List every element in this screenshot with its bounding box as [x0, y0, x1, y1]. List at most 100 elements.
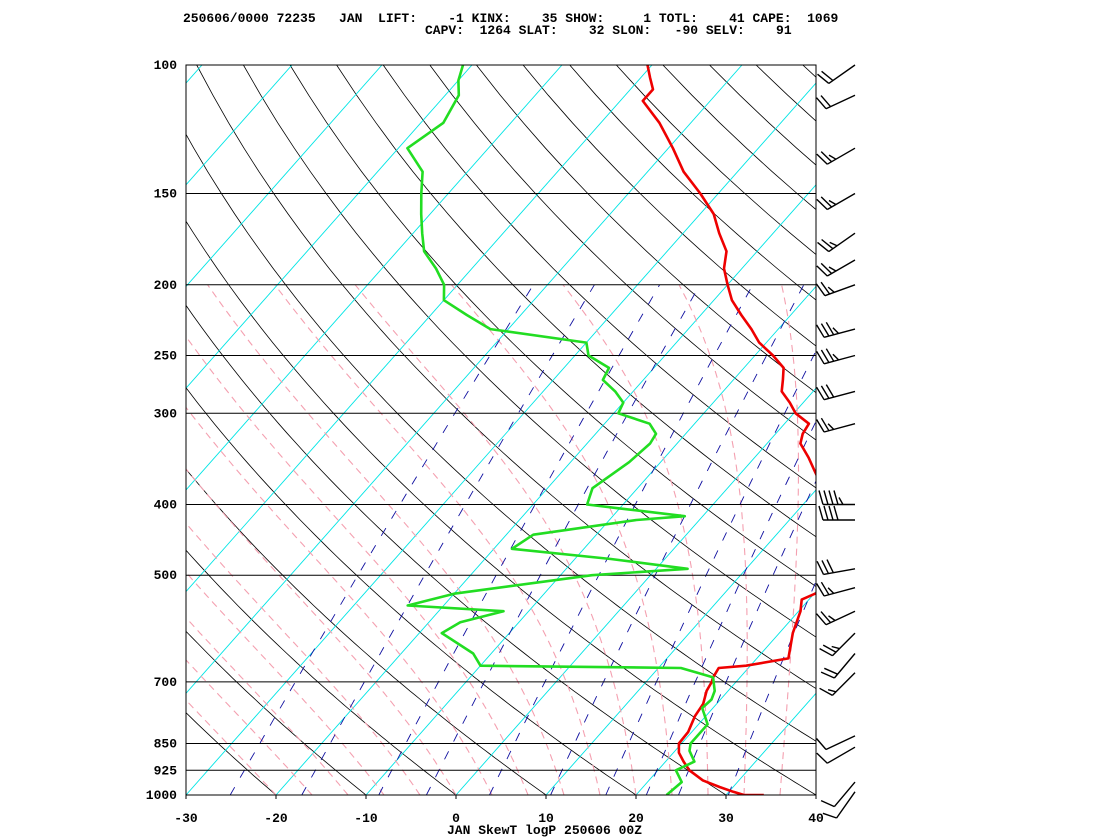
header-stats-line-1: 250606/0000 72235 JAN LIFT: -1 KINX: 35 …: [183, 11, 839, 26]
plot-frame: [185, 64, 817, 796]
temperature-tick-labels: -30 -20 -10 0 10 20 30 40: [174, 795, 824, 826]
dry-adiabat-line: [943, 65, 1120, 795]
isotherm-line: [186, 65, 743, 694]
wind-barb: [815, 94, 856, 110]
isotherm-line: [186, 65, 383, 288]
wind-barb: [816, 746, 856, 764]
isotherm-line: [275, 184, 816, 795]
wind-barb: [819, 632, 856, 657]
wind-barb: [815, 581, 856, 597]
wind-barb: [817, 232, 856, 253]
temperature-tick-label: -30: [174, 811, 198, 826]
pressure-tick-label: 1000: [146, 788, 177, 803]
dry-adiabat-line: [186, 630, 367, 795]
isotherm-line: [365, 285, 816, 795]
isotherm-line: [0, 65, 22, 795]
wind-barb: [820, 781, 856, 808]
dry-adiabat-line: [709, 65, 816, 166]
pressure-tick-label: 200: [154, 278, 178, 293]
pressure-tick-label: 700: [154, 675, 178, 690]
moist-adiabat-line: [186, 699, 277, 795]
isotherm-line: [186, 65, 293, 186]
dewpoint-profile-line: [406, 65, 716, 795]
pressure-tick-label: 500: [154, 568, 178, 583]
temperature-tick-label: -20: [264, 811, 288, 826]
moist-adiabat-line: [354, 284, 637, 795]
moist-adiabat-line: [678, 284, 748, 795]
isotherm-line: [906, 65, 1120, 795]
wind-barb: [816, 559, 856, 576]
dry-adiabat-line: [196, 65, 816, 690]
pressure-tick-label: 400: [154, 498, 178, 513]
moist-adiabat-line: [207, 284, 565, 795]
isotherm-line: [186, 65, 563, 491]
isotherm-line: [725, 692, 816, 795]
isotherm-line: [186, 65, 473, 389]
dry-adiabat-line: [186, 387, 637, 795]
dry-adiabat-line: [186, 712, 277, 795]
pressure-tick-label: 300: [154, 406, 178, 421]
wind-barb: [818, 505, 855, 521]
temperature-tick-label: 10: [538, 811, 554, 826]
wind-barb: [816, 192, 856, 211]
wind-barb: [815, 735, 856, 751]
header-stats-line-2: CAPV: 1264 SLAT: 32 SLON: -90 SELV: 91: [425, 23, 792, 38]
mixing-ratio-line: [645, 420, 816, 795]
mixing-ratio-line: [378, 284, 660, 795]
pressure-tick-label: 850: [154, 736, 178, 751]
mixing-ratio-line: [301, 284, 595, 795]
wind-barb: [819, 672, 856, 697]
mixing-ratio-line: [489, 284, 754, 795]
wind-barbs: [815, 64, 856, 819]
dry-adiabat-line: [243, 65, 816, 638]
temperature-tick-label: 20: [628, 811, 644, 826]
dry-adiabat-line: [522, 65, 816, 347]
isotherm-line: [186, 65, 653, 593]
temperature-profile-line: [641, 65, 816, 795]
chart-footer-title: JAN SkewT logP 250606 00Z: [447, 823, 642, 838]
isotherm-line: [455, 387, 816, 795]
isotherm-line: [635, 590, 816, 795]
wind-barb: [815, 384, 856, 401]
pressure-tick-label: 150: [154, 187, 178, 202]
wind-barb: [815, 610, 856, 626]
wind-barb: [817, 64, 856, 84]
moist-adiabat-line: [186, 659, 313, 795]
pressure-tick-label: 100: [154, 58, 178, 73]
dry-adiabat-line: [896, 65, 1120, 795]
temperature-tick-label: -10: [354, 811, 378, 826]
isotherm-line: [545, 489, 816, 795]
dry-adiabat-line: [802, 65, 816, 78]
pressure-tick-labels: 100 150 200 250 300 400 500 700 850 925 1000: [146, 58, 177, 803]
isotherm-line: [186, 82, 816, 795]
wind-barb: [816, 321, 856, 338]
temperature-tick-label: 0: [452, 811, 460, 826]
mixing-ratio-line: [605, 349, 816, 795]
dry-adiabat-line: [0, 65, 96, 795]
mixing-ratio-line: [425, 284, 701, 795]
dry-adiabat-line: [289, 65, 816, 587]
dry-adiabat-line: [186, 468, 547, 795]
wind-barb: [820, 653, 856, 679]
dry-adiabat-line: [382, 65, 816, 489]
moist-adiabat-line: [274, 284, 601, 795]
wind-barb: [818, 490, 855, 506]
wind-barb: [815, 417, 856, 433]
moist-adiabat-line: [451, 284, 673, 795]
pressure-tick-label: 250: [154, 348, 178, 363]
moist-adiabat-line: [779, 284, 800, 795]
dry-adiabat-line: [849, 65, 1120, 795]
moist-adiabat-line: [186, 406, 493, 795]
temperature-tick-label: 40: [808, 811, 824, 826]
moist-adiabat-line: [186, 335, 529, 795]
moist-adiabat-line: [562, 284, 709, 795]
wind-barb: [815, 348, 856, 365]
sounding-profiles: [406, 65, 816, 795]
wind-barb: [815, 281, 856, 297]
isotherm-line: [0, 65, 112, 795]
mixing-ratio-line: [727, 580, 816, 795]
dry-adiabat-line: [989, 65, 1120, 795]
wind-barb: [816, 259, 856, 277]
plot-area: [0, 64, 1120, 796]
isobars: [186, 64, 816, 796]
